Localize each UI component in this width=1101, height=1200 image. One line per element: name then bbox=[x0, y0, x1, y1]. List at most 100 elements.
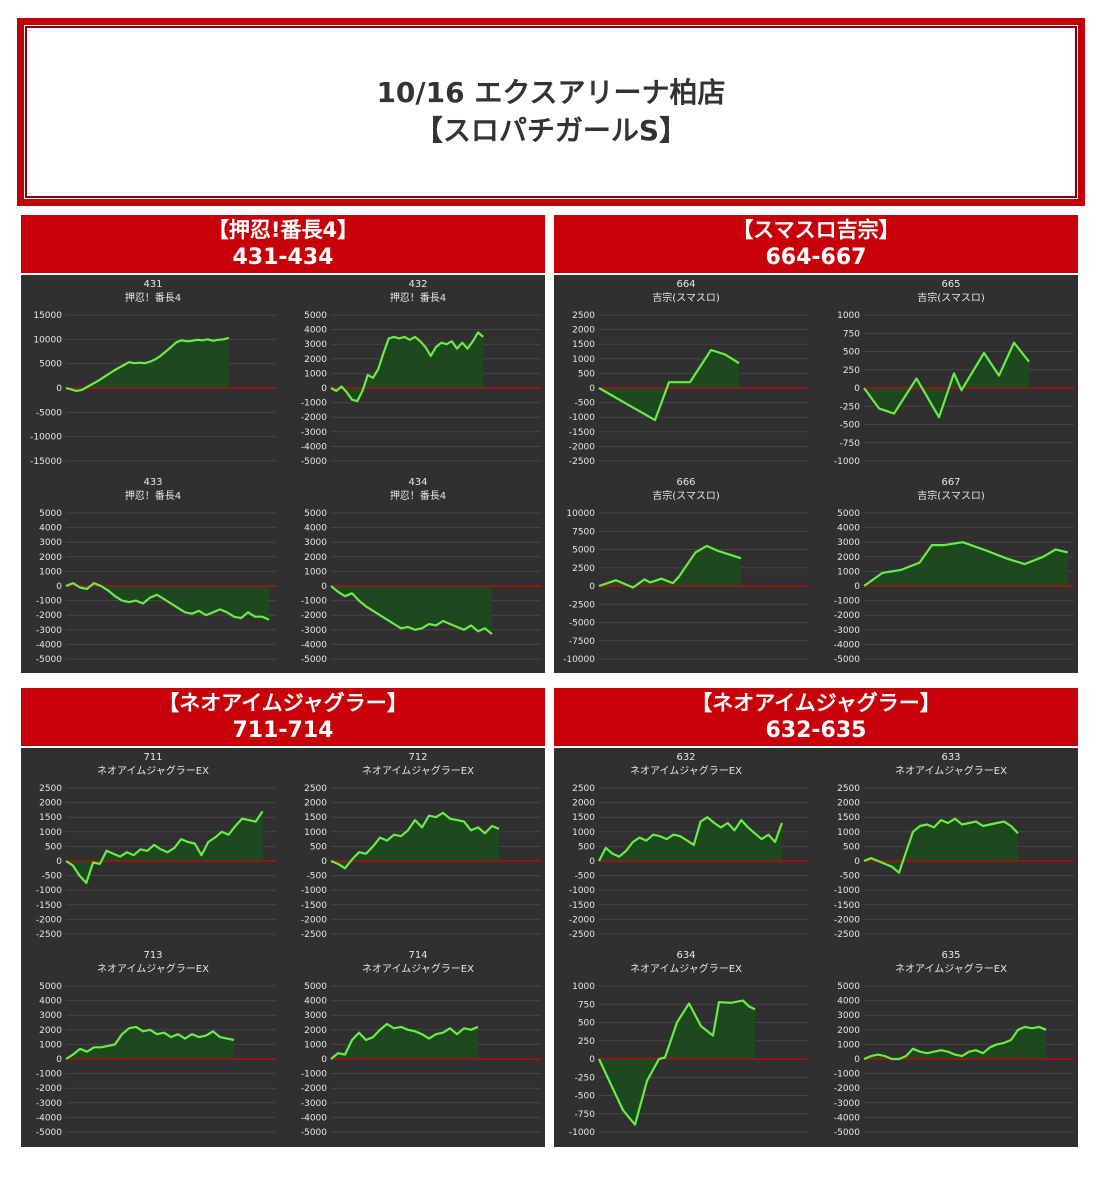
y-tick-label: 2500 bbox=[39, 784, 62, 794]
group-panel-juggler-711: 【ネオアイムジャグラー】 711-714 711 ネオアイムジャグラーEX 2500… bbox=[21, 688, 545, 1147]
series-line bbox=[598, 999, 756, 1126]
chart-machine-number: 433 bbox=[143, 477, 162, 488]
y-tick-label: -5000 bbox=[834, 1128, 860, 1138]
y-tick-label: -1000 bbox=[301, 1070, 327, 1080]
area-fill bbox=[66, 1026, 234, 1059]
y-tick-label: 1000 bbox=[304, 1040, 327, 1050]
y-tick-label: -1500 bbox=[569, 901, 595, 911]
group-panel-juggler-632: 【ネオアイムジャグラー】 632-635 632 ネオアイムジャグラーEX 2500… bbox=[554, 688, 1078, 1147]
series-line bbox=[65, 810, 264, 884]
y-tick-label: 1500 bbox=[304, 813, 327, 823]
y-tick-label: 5000 bbox=[837, 982, 860, 992]
y-tick-label: -10000 bbox=[563, 655, 595, 665]
series-line bbox=[863, 341, 1030, 419]
y-tick-label: -2500 bbox=[301, 930, 327, 940]
y-tick-label: 0 bbox=[321, 582, 327, 592]
y-tick-label: 4000 bbox=[39, 997, 62, 1007]
chart-model-name: 押忍！番長4 bbox=[390, 489, 446, 502]
charts-svg: 711ネオアイムジャグラーEX25002000150010005000-500-… bbox=[36, 752, 541, 1138]
chart-model-name: ネオアイムジャグラーEX bbox=[895, 962, 1007, 975]
y-tick-label: 2000 bbox=[304, 799, 327, 809]
y-tick-label: -500 bbox=[307, 872, 328, 882]
y-tick-label: -2500 bbox=[569, 457, 595, 467]
y-tick-label: -1500 bbox=[36, 901, 62, 911]
chart-model-name: 吉宗(スマスロ) bbox=[917, 489, 985, 502]
y-tick-label: -500 bbox=[42, 872, 63, 882]
y-tick-label: 750 bbox=[578, 1000, 595, 1010]
y-tick-label: -500 bbox=[575, 872, 596, 882]
y-tick-label: 0 bbox=[589, 1055, 595, 1065]
y-tick-label: 0 bbox=[56, 857, 62, 867]
area-fill bbox=[864, 818, 1018, 873]
y-tick-label: -15000 bbox=[30, 457, 62, 467]
y-tick-label: 10000 bbox=[566, 509, 595, 519]
y-tick-label: 5000 bbox=[304, 509, 327, 519]
y-tick-label: 0 bbox=[589, 384, 595, 394]
y-tick-label: 5000 bbox=[39, 509, 62, 519]
y-tick-label: -5000 bbox=[36, 408, 62, 418]
title-line-1: 10/16 エクスアリーナ柏店 bbox=[376, 76, 726, 109]
y-tick-label: -5000 bbox=[301, 457, 327, 467]
y-tick-label: 1500 bbox=[39, 813, 62, 823]
series-line bbox=[65, 336, 230, 393]
area-fill bbox=[864, 342, 1029, 418]
area-fill bbox=[599, 545, 741, 588]
y-tick-label: -3000 bbox=[834, 1099, 860, 1109]
series-line bbox=[598, 816, 783, 862]
y-tick-label: 3000 bbox=[304, 538, 327, 548]
series-line bbox=[863, 541, 1069, 587]
y-tick-label: 1000 bbox=[572, 982, 595, 992]
y-tick-label: -3000 bbox=[301, 626, 327, 636]
y-tick-label: -2000 bbox=[36, 915, 62, 925]
group-header: 【押忍!番長4】 431-434 bbox=[21, 215, 545, 273]
y-tick-label: 2000 bbox=[39, 553, 62, 563]
chart-machine-number: 634 bbox=[676, 950, 695, 961]
y-tick-label: -1000 bbox=[834, 597, 860, 607]
y-tick-label: -4000 bbox=[301, 442, 327, 452]
area-fill bbox=[599, 1000, 755, 1125]
y-tick-label: 1000 bbox=[39, 1040, 62, 1050]
area-fill bbox=[864, 542, 1068, 586]
chart-model-name: 押忍！番長4 bbox=[125, 291, 181, 304]
y-tick-label: 3000 bbox=[304, 1011, 327, 1021]
group-panel-bancho: 【押忍!番長4】 431-434 431 押忍！番長4 15000 10000 5000… bbox=[21, 215, 545, 673]
y-tick-label: -1000 bbox=[301, 399, 327, 409]
group-range: 431-434 bbox=[232, 245, 334, 270]
y-tick-label: 0 bbox=[321, 857, 327, 867]
y-tick-label: 500 bbox=[45, 842, 62, 852]
chart-area: 711 ネオアイムジャグラーEX 2500 2000 1500 1000 500 0 -500-… bbox=[21, 748, 545, 1147]
y-tick-label: 1000 bbox=[837, 311, 860, 321]
y-tick-label: 250 bbox=[578, 1037, 595, 1047]
y-tick-label: 0 bbox=[854, 582, 860, 592]
charts-svg: 632ネオアイムジャグラーEX25002000150010005000-500-… bbox=[569, 752, 1074, 1138]
y-tick-label: 500 bbox=[843, 842, 860, 852]
area-fill bbox=[331, 586, 492, 635]
y-tick-label: -5000 bbox=[834, 655, 860, 665]
y-tick-label: -250 bbox=[575, 1073, 596, 1083]
y-tick-label: -5000 bbox=[301, 655, 327, 665]
y-tick-label: 750 bbox=[843, 329, 860, 339]
chart-model-name: 吉宗(スマスロ) bbox=[652, 489, 720, 502]
y-tick-label: -2000 bbox=[301, 915, 327, 925]
y-tick-label: 2000 bbox=[837, 1026, 860, 1036]
title-line-2: 【スロパチガールS】 bbox=[414, 114, 688, 147]
y-tick-label: 5000 bbox=[304, 311, 327, 321]
group-header: 【スマスロ吉宗】 664-667 bbox=[554, 215, 1078, 273]
y-tick-label: -3000 bbox=[301, 428, 327, 438]
area-fill bbox=[66, 583, 269, 620]
series-line bbox=[330, 1022, 479, 1060]
y-tick-label: 0 bbox=[56, 582, 62, 592]
y-tick-label: 1000 bbox=[837, 1040, 860, 1050]
y-tick-label: 1000 bbox=[837, 567, 860, 577]
y-tick-label: -2500 bbox=[569, 930, 595, 940]
y-tick-label: -2000 bbox=[301, 1084, 327, 1094]
group-title: 【押忍!番長4】 bbox=[207, 218, 359, 242]
y-tick-label: 5000 bbox=[304, 982, 327, 992]
y-tick-label: 2500 bbox=[572, 564, 595, 574]
y-tick-label: 2000 bbox=[304, 1026, 327, 1036]
y-tick-label: -4000 bbox=[834, 1113, 860, 1123]
chart-model-name: 吉宗(スマスロ) bbox=[917, 291, 985, 304]
group-title: 【ネオアイムジャグラー】 bbox=[691, 691, 941, 715]
